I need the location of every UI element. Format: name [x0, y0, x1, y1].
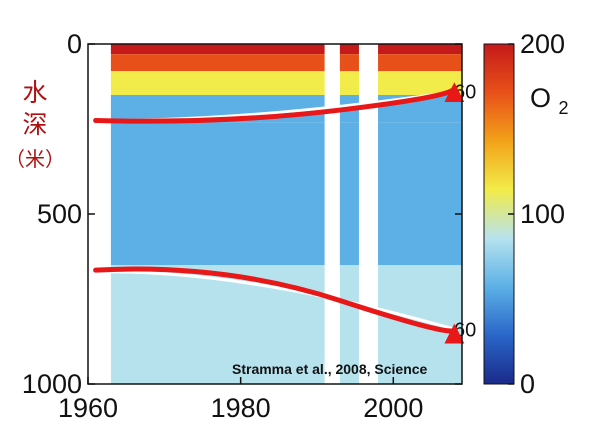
colorbar-label-main: O — [530, 83, 551, 113]
data-gap — [358, 44, 379, 384]
contour-label: 60 — [454, 82, 476, 104]
y-tick-label: 1000 — [22, 369, 82, 399]
trend-arrow — [93, 266, 465, 344]
y-axis-title: 水 深 （米） — [5, 78, 65, 171]
y-tick-label: 0 — [67, 29, 82, 59]
depth-band — [88, 122, 462, 214]
colorbar-tick-label: 100 — [520, 199, 565, 229]
x-tick-label: 2000 — [363, 393, 423, 423]
colorbar: 0 100 200 O 2 — [483, 29, 569, 399]
colorbar-ticks: 0 100 200 — [508, 29, 565, 399]
colorbar-tick-label: 200 — [520, 29, 565, 59]
citation: Stramma et al., 2008, Science — [232, 361, 428, 377]
colorbar-label-subscript: 2 — [559, 98, 569, 118]
depth-band — [88, 214, 462, 265]
y-axis: 0 500 1000 — [22, 29, 462, 399]
depth-band — [88, 71, 462, 95]
y-axis-title-line-3: （米） — [5, 147, 65, 171]
trend-arrow — [93, 82, 465, 124]
data-gap — [88, 44, 111, 384]
colorbar-tick-label: 0 — [520, 369, 535, 399]
oxygen-field — [88, 44, 462, 384]
data-gap — [324, 44, 340, 384]
x-tick-label: 1960 — [58, 393, 118, 423]
y-tick-label: 500 — [37, 199, 82, 229]
trend-arrows — [93, 82, 465, 344]
depth-band — [88, 44, 462, 55]
y-axis-title-line-2: 深 — [22, 110, 47, 139]
x-tick-label: 1980 — [211, 393, 271, 423]
contour-line — [107, 270, 457, 332]
x-axis: 1960 1980 2000 — [58, 377, 423, 423]
y-axis-title-line-1: 水 — [22, 78, 47, 107]
colorbar-label: O 2 — [530, 83, 569, 118]
contour-label: 60 — [454, 320, 476, 342]
depth-band — [88, 54, 462, 72]
